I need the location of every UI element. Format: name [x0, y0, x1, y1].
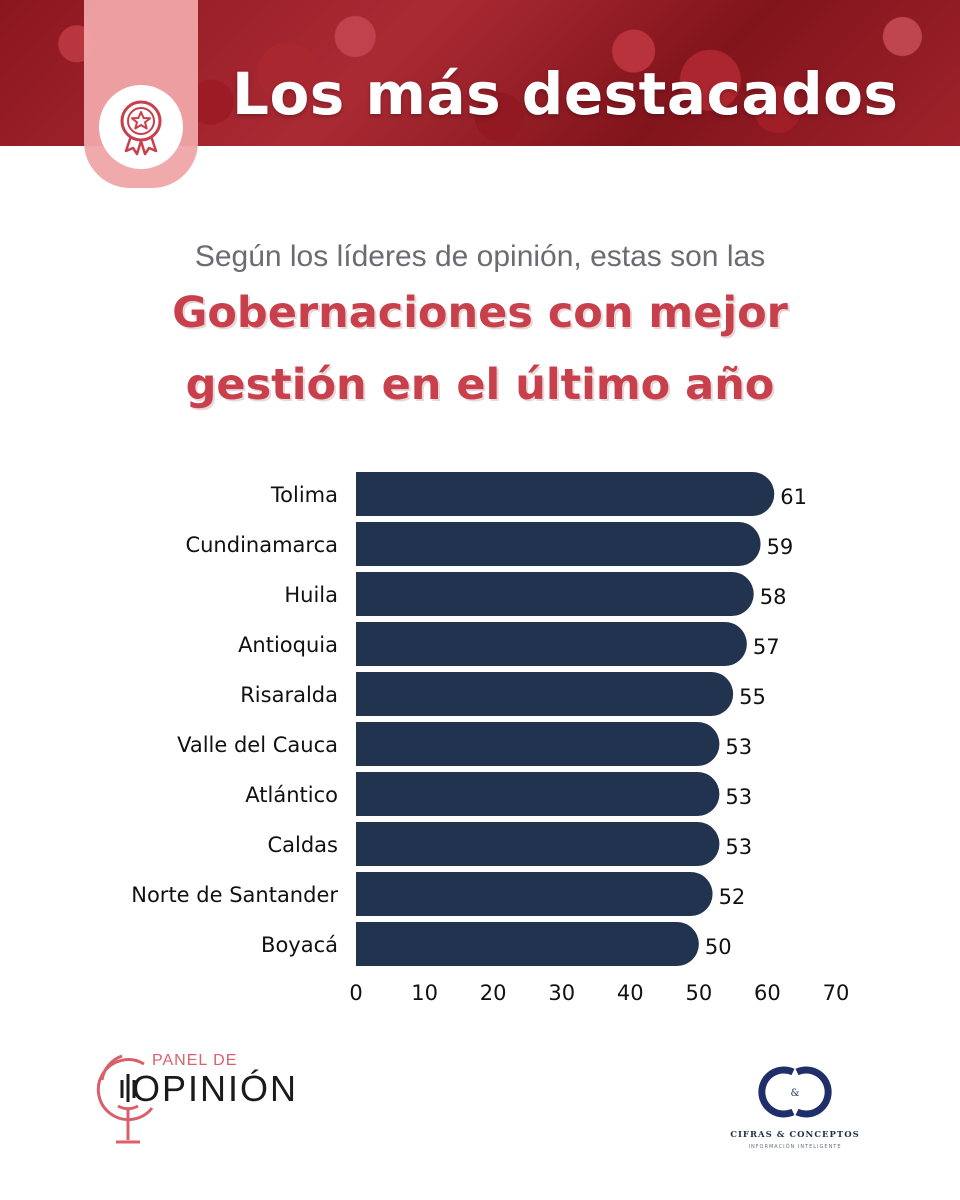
data-label-7: 53: [725, 835, 752, 859]
panel-de-opinion-logo: PANEL DE OPINIÓN: [92, 1046, 302, 1156]
bar-6: [356, 772, 720, 816]
page-title: Los más destacados: [232, 60, 899, 128]
category-label-5: Valle del Cauca: [177, 733, 338, 757]
bar-5: [356, 722, 720, 766]
bar-1: [356, 522, 761, 566]
category-label-9: Boyacá: [261, 933, 338, 957]
bar-2: [356, 572, 754, 616]
data-label-1: 59: [767, 535, 794, 559]
bar-chart: Tolima 61 Cundinamarca 59 Huila 58 Antioquia 57…: [131, 472, 850, 1005]
data-label-6: 53: [725, 785, 752, 809]
microphone-icon: [96, 1054, 154, 1144]
bar-3: [356, 622, 747, 666]
category-label-3: Antioquia: [238, 633, 338, 657]
headline-line-1: Gobernaciones con mejor: [172, 288, 788, 338]
bar-0: [356, 472, 775, 516]
logo-name: CIFRAS & CONCEPTOS: [730, 1130, 860, 1140]
category-label-1: Cundinamarca: [185, 533, 338, 557]
x-tick-label-5: 50: [685, 981, 712, 1005]
data-label-5: 53: [725, 735, 752, 759]
logo-tagline: INFORMACIÓN INTELIGENTE: [748, 1144, 842, 1150]
data-label-4: 55: [739, 685, 766, 709]
bar-7: [356, 822, 720, 866]
category-label-7: Caldas: [267, 833, 338, 857]
data-label-8: 52: [719, 885, 746, 909]
data-label-3: 57: [753, 635, 780, 659]
category-label-0: Tolima: [270, 483, 338, 507]
data-label-0: 61: [780, 485, 807, 509]
award-ribbon-icon: [99, 85, 183, 169]
logo-small-text: PANEL DE: [152, 1052, 238, 1069]
category-label-6: Atlántico: [245, 783, 338, 807]
x-tick-label-7: 70: [823, 981, 850, 1005]
x-tick-label-0: 0: [349, 981, 362, 1005]
category-label-8: Norte de Santander: [131, 883, 338, 907]
headline-line-2: gestión en el último año: [185, 360, 775, 410]
x-tick-label-6: 60: [754, 981, 781, 1005]
svg-text:&: &: [791, 1088, 800, 1099]
cc-monogram-icon: &: [758, 1066, 832, 1118]
category-label-4: Risaralda: [240, 683, 338, 707]
category-label-2: Huila: [284, 583, 338, 607]
x-tick-label-4: 40: [617, 981, 644, 1005]
bar-4: [356, 672, 734, 716]
logo-big-text: OPINIÓN: [132, 1068, 299, 1109]
x-tick-label-1: 10: [411, 981, 438, 1005]
data-label-9: 50: [705, 935, 732, 959]
cifras-conceptos-logo: & CIFRAS & CONCEPTOS INFORMACIÓN INTELIG…: [720, 1058, 870, 1158]
bar-8: [356, 872, 713, 916]
x-tick-label-3: 30: [548, 981, 575, 1005]
x-tick-label-2: 20: [480, 981, 507, 1005]
subtitle: Según los líderes de opinión, estas son …: [194, 240, 766, 273]
bar-9: [356, 922, 699, 966]
data-label-2: 58: [760, 585, 787, 609]
